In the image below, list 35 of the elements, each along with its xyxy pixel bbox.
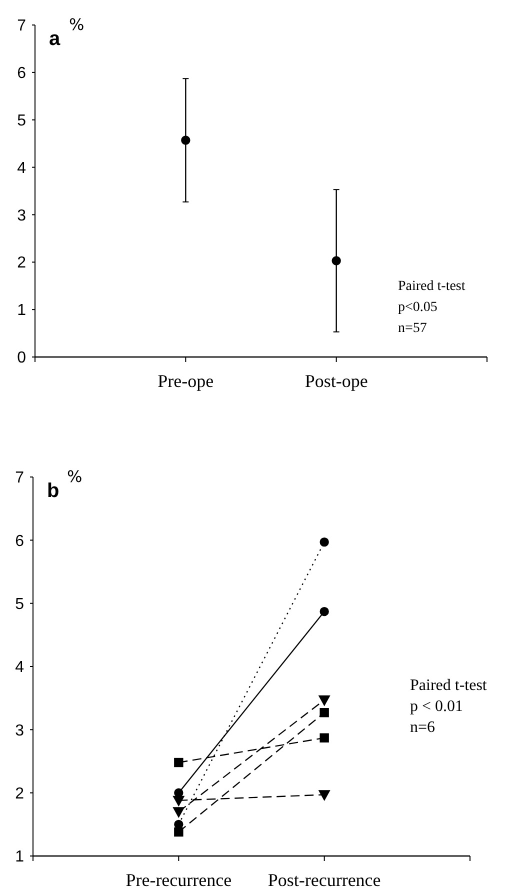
point <box>174 758 184 768</box>
y-tick-label: 3 <box>17 207 26 224</box>
x-tick-label: Pre-ope <box>158 371 214 391</box>
y-tick-label: 6 <box>17 65 26 82</box>
point <box>320 537 329 547</box>
annotation: n=57 <box>398 321 427 336</box>
annotation: p<0.05 <box>398 300 438 315</box>
point <box>320 733 329 742</box>
annotation: Paired t-test <box>410 677 488 694</box>
point <box>174 827 184 837</box>
y-tick-label: 1 <box>17 302 26 320</box>
y-tick-label: 2 <box>15 785 24 802</box>
x-tick-label: Post-ope <box>304 371 368 391</box>
y-axis-title: % <box>67 467 82 486</box>
x-tick-label: Post-recurrence <box>268 870 381 890</box>
y-tick-label: 4 <box>15 659 24 676</box>
point <box>320 708 329 718</box>
chart-title: a <box>49 28 61 50</box>
y-tick-label: 6 <box>15 532 24 550</box>
chart-title: b <box>47 480 60 502</box>
y-tick-label: 5 <box>17 112 26 130</box>
y-tick-label: 2 <box>17 254 26 272</box>
annotation: Paired t-test <box>398 279 466 294</box>
y-tick-label: 5 <box>15 596 24 613</box>
y-tick-label: 1 <box>15 848 24 866</box>
y-tick-label: 4 <box>17 160 26 177</box>
annotation: n=6 <box>410 719 436 736</box>
y-tick-label: 7 <box>15 470 24 487</box>
y-tick-label: 7 <box>17 18 26 35</box>
y-axis-title: % <box>69 15 84 34</box>
point <box>320 606 329 616</box>
annotation: p < 0.01 <box>410 698 464 715</box>
x-tick-label: Pre-recurrence <box>126 870 232 890</box>
y-tick-label: 0 <box>17 350 26 367</box>
y-tick-label: 3 <box>15 722 24 740</box>
